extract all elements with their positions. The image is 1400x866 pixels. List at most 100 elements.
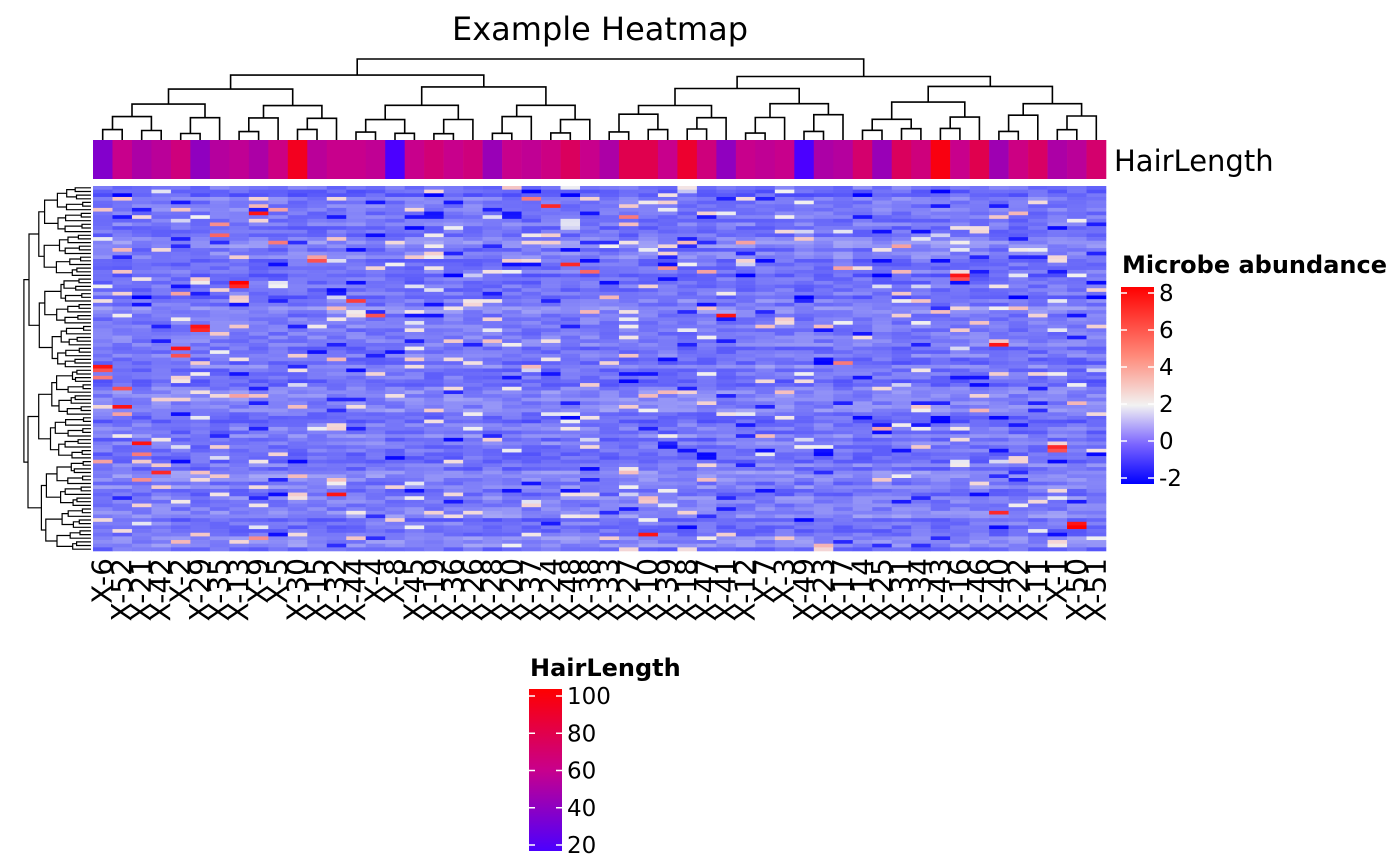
heatmap-cell xyxy=(248,332,269,336)
heatmap-cell xyxy=(131,324,152,329)
heatmap-cell xyxy=(365,386,386,391)
heatmap-cell xyxy=(346,353,367,358)
heatmap-cell xyxy=(112,189,133,194)
heatmap-cell xyxy=(131,470,152,475)
heatmap-cell xyxy=(287,207,308,212)
heatmap-cell xyxy=(930,226,951,231)
heatmap-cell xyxy=(833,445,854,450)
heatmap-cell xyxy=(755,200,776,205)
heatmap-cell xyxy=(638,496,659,501)
heatmap-cell xyxy=(755,244,776,249)
heatmap-cell xyxy=(1067,485,1087,490)
annotation-cell xyxy=(443,140,464,179)
heatmap-cell xyxy=(93,459,113,464)
heatmap-cell xyxy=(1028,496,1048,501)
heatmap-cell xyxy=(424,415,444,420)
heatmap-cell xyxy=(307,186,328,190)
heatmap-cell xyxy=(969,361,990,366)
heatmap-cell xyxy=(638,386,659,391)
heatmap-cell xyxy=(580,456,600,461)
heatmap-cell xyxy=(969,200,990,205)
heatmap-cell xyxy=(521,255,542,260)
heatmap-cell xyxy=(326,200,347,205)
heatmap-cell xyxy=(735,211,756,216)
heatmap-cell xyxy=(755,445,776,450)
heatmap-cell xyxy=(151,394,172,398)
heatmap-cell xyxy=(248,419,269,424)
heatmap-cell xyxy=(794,229,815,234)
heatmap-cell xyxy=(696,339,717,344)
heatmap-cell xyxy=(1067,390,1087,395)
heatmap-cell xyxy=(696,186,717,190)
heatmap-cell xyxy=(735,492,756,497)
heatmap-cell xyxy=(833,415,854,420)
heatmap-cell xyxy=(930,357,951,362)
heatmap-cell xyxy=(404,255,425,260)
heatmap-cell xyxy=(404,357,425,362)
heatmap-cell xyxy=(989,302,1009,307)
heatmap-cell xyxy=(911,324,931,329)
heatmap-cell xyxy=(346,280,367,285)
heatmap-cell xyxy=(112,426,133,431)
heatmap-cell xyxy=(268,342,289,347)
heatmap-cell xyxy=(696,295,717,300)
heatmap-cell xyxy=(599,353,620,358)
heatmap-cell xyxy=(755,357,776,362)
heatmap-cell xyxy=(1086,313,1107,318)
heatmap-cell xyxy=(638,186,659,190)
heatmap-cell xyxy=(911,350,931,355)
heatmap-cell xyxy=(190,434,211,439)
heatmap-cell xyxy=(502,335,522,340)
heatmap-cell xyxy=(112,310,133,315)
heatmap-cell xyxy=(638,485,659,490)
heatmap-cell xyxy=(93,302,113,307)
annotation-cell xyxy=(1028,140,1048,179)
heatmap-cell xyxy=(950,350,970,355)
row-dendrogram-branch xyxy=(57,352,66,365)
heatmap-cell xyxy=(502,317,522,322)
heatmap-cell xyxy=(813,200,834,205)
heatmap-cell xyxy=(657,313,678,318)
heatmap-cell xyxy=(170,379,191,384)
heatmap-cell xyxy=(833,456,854,461)
heatmap-cell xyxy=(852,339,873,344)
heatmap-cell xyxy=(1028,478,1048,482)
heatmap-cell xyxy=(599,262,620,267)
heatmap-cell xyxy=(1008,295,1029,300)
heatmap-cell xyxy=(482,499,503,504)
heatmap-cell xyxy=(1028,386,1048,391)
heatmap-cell xyxy=(618,273,639,278)
column-dendrogram-branch xyxy=(131,103,206,118)
heatmap-cell xyxy=(502,284,522,289)
heatmap-cell xyxy=(911,510,931,515)
heatmap-cell xyxy=(151,200,172,205)
heatmap-cell xyxy=(541,295,561,300)
heatmap-cell xyxy=(618,251,639,256)
heatmap-cell xyxy=(696,361,717,366)
heatmap-cell xyxy=(794,189,815,194)
row-dendrogram-branch xyxy=(65,419,91,426)
heatmap-cell xyxy=(151,288,172,293)
heatmap-cell xyxy=(696,207,717,212)
heatmap-cell xyxy=(813,222,834,227)
heatmap-cell xyxy=(755,448,776,453)
heatmap-cell xyxy=(930,211,951,216)
heatmap-cell xyxy=(151,204,172,209)
heatmap-cell xyxy=(813,375,834,380)
heatmap-cell xyxy=(287,244,308,249)
heatmap-cell xyxy=(580,196,600,201)
heatmap-cell xyxy=(1028,218,1048,223)
heatmap-cell xyxy=(131,280,152,285)
heatmap-cell xyxy=(618,189,639,194)
heatmap-cell xyxy=(696,280,717,285)
heatmap-cell xyxy=(287,251,308,256)
heatmap-cell xyxy=(755,259,776,263)
heatmap-cell xyxy=(385,313,405,318)
heatmap-cell xyxy=(209,430,230,435)
heatmap-cell xyxy=(813,372,834,377)
heatmap-cell xyxy=(813,492,834,497)
heatmap-cell xyxy=(521,266,542,271)
heatmap-cell xyxy=(969,383,990,388)
heatmap-cell xyxy=(891,273,912,278)
heatmap-cell xyxy=(618,207,639,212)
